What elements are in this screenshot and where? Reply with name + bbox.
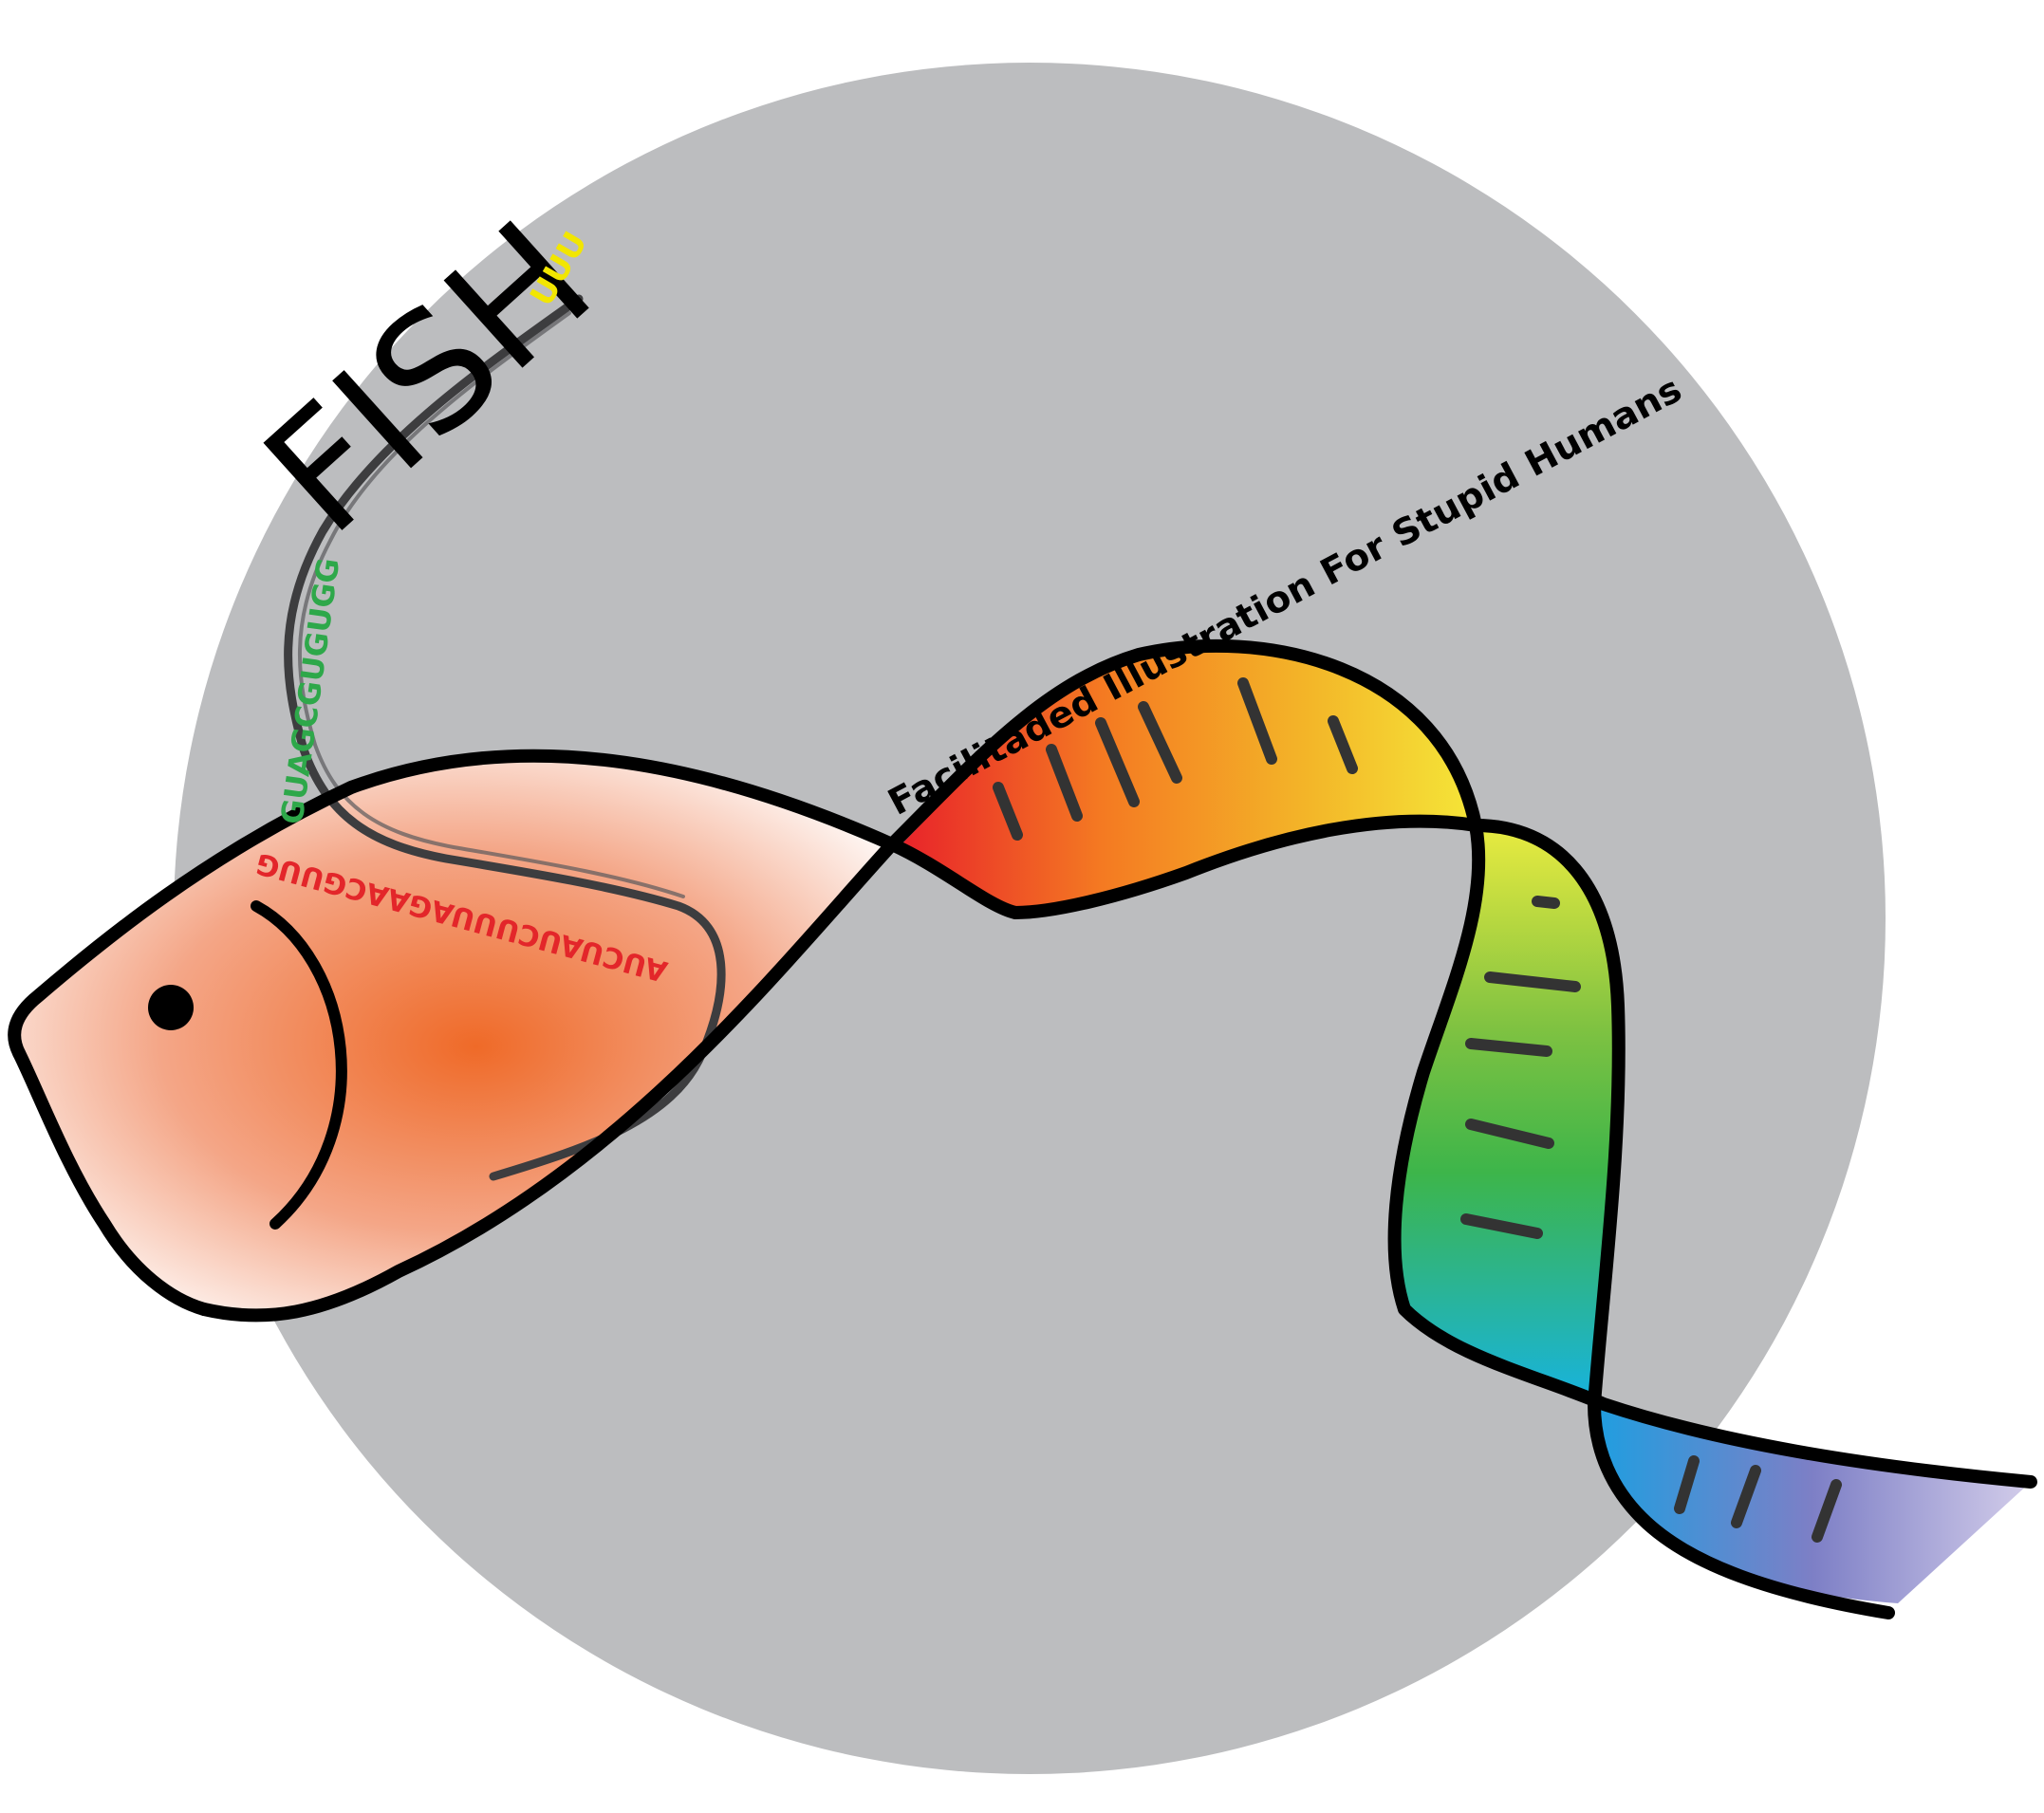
fish-outline-lower — [8, 749, 1895, 1619]
ribbon-segment-top — [901, 645, 1476, 909]
fish-outline-upper — [197, 638, 2037, 1489]
ribbon-scales-top — [993, 677, 1358, 841]
fish-outline-chin — [12, 1046, 211, 1316]
ribbon-segment-tail — [1594, 1404, 2031, 1603]
ribbon-scales-middle — [1460, 896, 1581, 1239]
ribbon-scales-tail — [1674, 1455, 1842, 1543]
rna-strand-line-shadow — [298, 311, 685, 898]
fish-head — [8, 755, 892, 1316]
gill-curve — [251, 900, 347, 1230]
eye — [148, 985, 194, 1030]
ribbon-segment-middle — [1394, 825, 1619, 1404]
